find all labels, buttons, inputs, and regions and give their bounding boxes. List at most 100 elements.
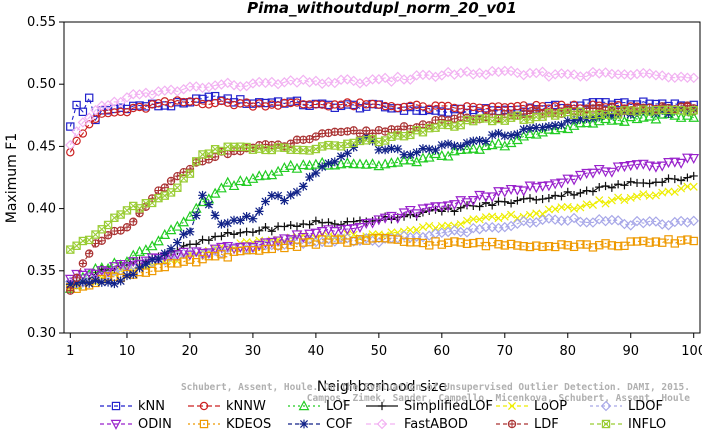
data-point-ldf (166, 176, 176, 186)
data-point-odin (386, 211, 397, 222)
data-point-fastabod (146, 89, 158, 101)
data-point-kdeos (500, 241, 509, 250)
data-point-kdeos (544, 242, 554, 251)
data-point-cof (349, 142, 359, 152)
data-point-odin (171, 250, 183, 261)
data-point-cof (210, 210, 220, 220)
data-point-lof (386, 157, 397, 168)
data-point-kdeos (538, 242, 547, 252)
data-point-ldof (411, 231, 422, 242)
data-point-ldof (449, 225, 460, 236)
data-point-kdeos (462, 239, 472, 249)
data-point-kdeos (141, 268, 151, 277)
data-point-cof (374, 145, 384, 155)
data-point-loop (532, 209, 541, 218)
legend-marker-lof (298, 400, 310, 411)
data-point-cof (424, 144, 434, 154)
data-point-odin (511, 185, 523, 196)
data-point-ldof (209, 245, 221, 257)
data-point-kdeos (620, 241, 629, 251)
data-point-fastabod (83, 112, 95, 123)
data-point-ldf (66, 286, 75, 295)
data-point-ldof (549, 214, 561, 225)
data-point-odin (480, 192, 492, 203)
data-point-odin (625, 161, 637, 172)
data-point-fastabod (436, 70, 448, 81)
data-point-knnw (72, 136, 81, 146)
data-point-lof (442, 150, 454, 161)
data-point-inflo (689, 106, 698, 115)
data-point-lof (260, 169, 271, 180)
data-point-loop (601, 199, 610, 208)
data-point-cof (254, 206, 264, 216)
data-point-cof (154, 254, 163, 264)
data-point-knn (84, 93, 94, 102)
data-point-odin (461, 198, 473, 209)
data-point-ldof (631, 215, 643, 227)
data-point-odin (574, 170, 586, 181)
data-point-simplifiedlof (557, 192, 566, 201)
data-point-kdeos (311, 240, 321, 249)
data-point-knnw (393, 103, 402, 113)
data-point-fastabod (266, 76, 278, 88)
data-point-knnw (412, 100, 421, 110)
data-point-cof (317, 162, 327, 172)
data-point-simplifiedlof (311, 216, 320, 225)
data-point-loop (633, 192, 642, 201)
data-point-knnw (406, 101, 415, 111)
data-point-cof (380, 145, 390, 155)
data-point-lof (644, 110, 656, 121)
data-point-lof (574, 117, 586, 128)
data-point-kdeos (248, 245, 258, 255)
x-tick-label: 30 (245, 344, 262, 359)
data-point-loop (469, 215, 478, 224)
data-point-lof (675, 111, 687, 122)
data-point-cof (248, 214, 258, 224)
data-point-loop (538, 209, 547, 218)
x-tick-label: 100 (681, 344, 702, 359)
data-point-lof (436, 149, 448, 160)
data-point-simplifiedlof (551, 191, 560, 200)
data-point-cof (550, 121, 560, 130)
data-point-fastabod (77, 117, 89, 128)
legend-label-simplifiedlof: SimplifiedLOF (404, 399, 493, 414)
data-point-lof (146, 240, 158, 251)
data-point-cof (179, 229, 189, 239)
data-point-odin (606, 167, 618, 178)
data-point-lof (159, 228, 171, 239)
data-point-fastabod (386, 76, 397, 87)
data-point-cof (387, 144, 396, 153)
data-point-simplifiedlof (595, 183, 604, 192)
data-point-kdeos (651, 237, 661, 246)
data-point-knn (72, 100, 81, 110)
data-point-ldof (568, 212, 580, 224)
data-point-fastabod (442, 66, 454, 78)
data-point-cof (229, 215, 239, 225)
data-point-knnw (122, 107, 132, 117)
x-tick-label: 20 (182, 344, 199, 359)
data-point-odin (354, 222, 366, 234)
data-point-fastabod (656, 70, 668, 81)
plot-frame (63, 21, 701, 334)
data-point-odin (436, 202, 448, 213)
data-point-kdeos (368, 234, 377, 243)
data-point-kdeos (387, 235, 396, 244)
legend-item-simplifiedlof: SimplifiedLOF (366, 399, 493, 414)
data-point-loop (588, 200, 597, 209)
data-point-simplifiedlof (588, 187, 598, 196)
data-point-fastabod (247, 78, 259, 89)
data-point-kdeos (198, 254, 207, 264)
data-point-odin (505, 184, 517, 196)
data-point-loop (670, 187, 679, 196)
data-point-ldof (537, 214, 548, 226)
data-point-lof (669, 109, 681, 120)
data-point-cof (538, 123, 547, 132)
legend-marker-ldf (507, 419, 517, 429)
data-point-knnw (299, 100, 308, 109)
data-point-simplifiedlof (488, 201, 497, 210)
data-point-odin (115, 259, 127, 271)
data-point-lof (530, 128, 542, 139)
x-tick-label: 50 (371, 344, 388, 359)
data-point-cof (450, 141, 459, 151)
